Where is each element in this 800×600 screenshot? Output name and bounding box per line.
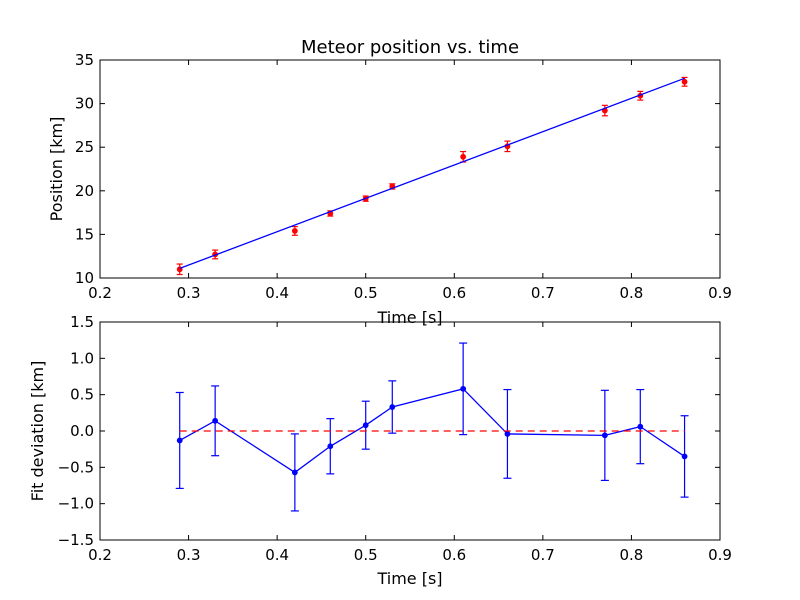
- deviation-axes: 0.2 0.3 0.4 0.5 0.6 0.7 0.8 0.9 −1.5 −1.0 −0.5 0.0 0…: [58, 313, 732, 564]
- x-tick-label: 0.8: [619, 284, 643, 302]
- x-tick-label: 0.2: [88, 284, 112, 302]
- position-y-axis-label: Position [km]: [47, 117, 66, 222]
- y-tick-label: 10: [75, 269, 94, 287]
- deviation-data-point: [389, 404, 396, 410]
- y-tick-label: 20: [75, 182, 94, 200]
- y-tick-label: 1.0: [70, 349, 94, 367]
- position-axes: 0.2 0.3 0.4 0.5 0.6 0.7 0.8 0.9 10 15 20 25 30 35: [75, 51, 732, 302]
- x-tick-label: 0.5: [354, 284, 378, 302]
- position-x-axis-label: Time [s]: [376, 308, 442, 327]
- y-tick-label: −1.5: [58, 531, 94, 549]
- position-data-point: [291, 228, 298, 234]
- deviation-data-point: [212, 417, 219, 424]
- deviation-chart: 0.2 0.3 0.4 0.5 0.6 0.7 0.8 0.9 −1.5 −1.0 −0.5 0.0 0…: [28, 313, 732, 588]
- deviation-data-point: [176, 437, 183, 444]
- x-tick-label: 0.2: [88, 546, 112, 564]
- position-chart: Meteor position vs. time 0.2 0.3 0.4 0.5 0.6…: [47, 37, 732, 327]
- x-tick-label: 0.6: [442, 284, 466, 302]
- x-tick-label: 0.9: [708, 546, 732, 564]
- position-data-point: [460, 153, 467, 160]
- y-tick-label: 25: [75, 138, 94, 156]
- y-tick-label: −0.5: [58, 458, 94, 476]
- deviation-data-point: [601, 432, 608, 439]
- deviation-data-point: [460, 385, 467, 392]
- x-tick-label: 0.3: [177, 284, 201, 302]
- deviation-x-axis-label: Time [s]: [376, 569, 442, 588]
- x-tick-label: 0.4: [265, 546, 289, 564]
- y-tick-label: 0.0: [70, 422, 94, 440]
- y-tick-label: 35: [75, 51, 94, 69]
- y-tick-label: 0.5: [70, 386, 94, 404]
- x-tick-label: 0.7: [531, 284, 555, 302]
- y-tick-label: 30: [75, 95, 94, 113]
- position-data-point: [681, 78, 688, 85]
- x-tick-label: 0.7: [531, 546, 555, 564]
- x-tick-label: 0.8: [619, 546, 643, 564]
- x-tick-label: 0.5: [354, 546, 378, 564]
- position-plot-area: [176, 76, 688, 276]
- deviation-data-point: [291, 469, 298, 476]
- fit-line: [179, 77, 685, 270]
- x-tick-label: 0.9: [708, 284, 732, 302]
- deviation-data-point: [327, 443, 334, 450]
- deviation-data-point: [362, 422, 369, 429]
- x-tick-label: 0.4: [265, 284, 289, 302]
- chart-title: Meteor position vs. time: [301, 37, 519, 58]
- y-tick-label: 1.5: [70, 313, 94, 331]
- y-tick-label: 15: [75, 225, 94, 243]
- deviation-plot-area: [175, 342, 689, 512]
- position-axes-frame: [99, 59, 721, 279]
- deviation-data-point: [504, 431, 511, 437]
- deviation-data-point: [637, 423, 644, 430]
- x-tick-label: 0.6: [442, 546, 466, 564]
- x-tick-label: 0.3: [177, 546, 201, 564]
- y-tick-label: −1.0: [58, 495, 94, 513]
- deviation-y-axis-label: Fit deviation [km]: [28, 361, 47, 502]
- deviation-data-point: [681, 453, 688, 460]
